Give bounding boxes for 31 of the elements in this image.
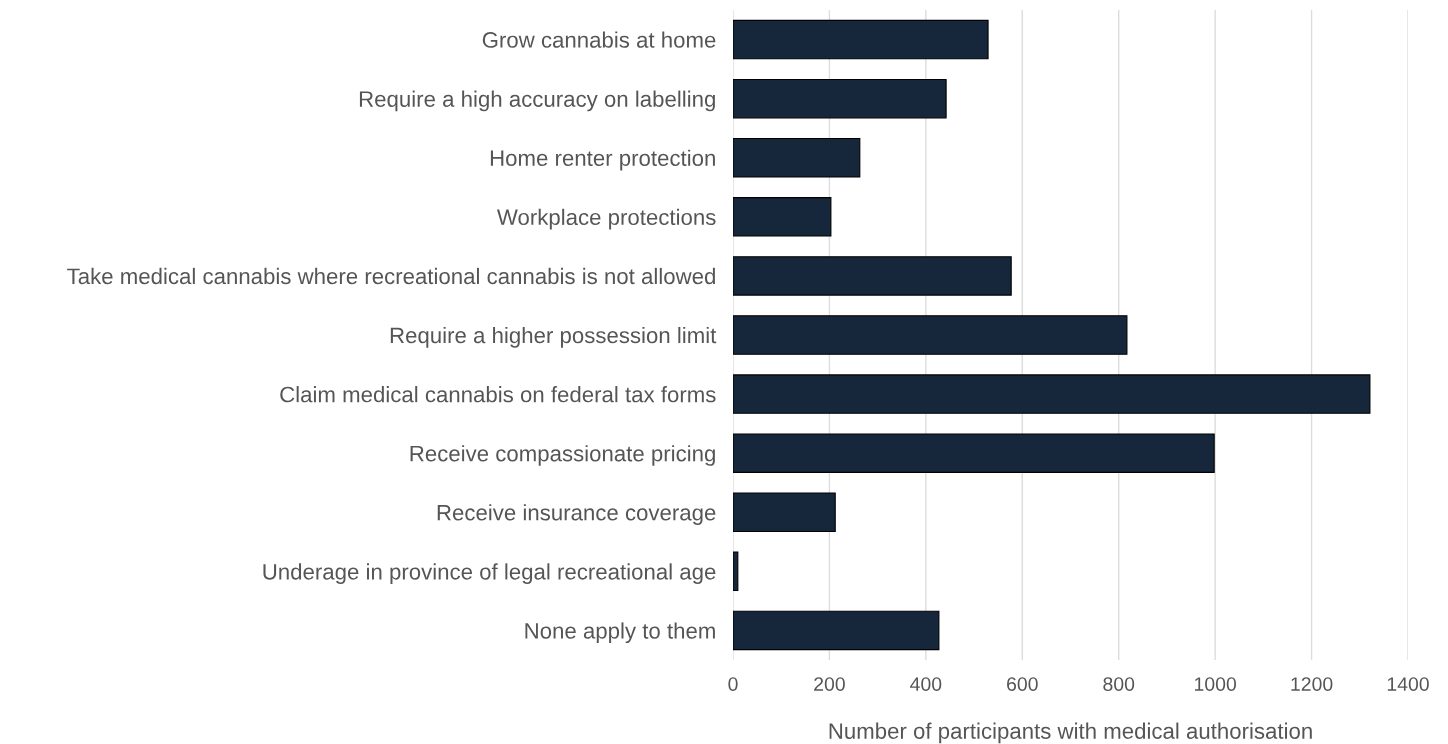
x-tick-label: 400 (910, 677, 942, 691)
bar (733, 197, 832, 237)
y-tick-label: Take medical cannabis where recreational cannabis is not allowed (67, 267, 715, 285)
x-tick-label: 1000 (1195, 677, 1237, 691)
y-tick-label: Require a high accuracy on labelling (359, 90, 715, 112)
bar (733, 137, 861, 178)
x-tick-label: 600 (1007, 677, 1038, 691)
y-tick-label: None apply to them (525, 622, 715, 644)
y-tick-label: Require a higher possession limit (390, 326, 717, 348)
x-tick-label: 0 (728, 677, 738, 691)
bar (733, 78, 947, 119)
bar (733, 492, 836, 533)
bar (733, 315, 1128, 355)
bar (733, 551, 739, 592)
y-tick-label: Home renter protection (490, 149, 715, 171)
bar (733, 374, 1371, 414)
y-tick-label: Receive compassionate pricing (410, 445, 715, 466)
x-tick-label: 200 (814, 677, 845, 691)
bar (733, 433, 1215, 473)
y-tick-label: Grow cannabis at home (482, 31, 716, 48)
x-axis-title: Number of participants with medical authorisation (829, 722, 1312, 744)
y-tick-label: Workplace protections (496, 208, 716, 230)
y-tick-label: Underage in province of legal recreational age (263, 563, 716, 585)
bar (733, 256, 1012, 296)
x-tick-label: 800 (1103, 677, 1135, 691)
x-tick-label: 1400 (1387, 677, 1429, 691)
y-tick-label: Receive insurance coverage (437, 504, 716, 525)
y-tick-label: Claim medical cannabis on federal tax forms (280, 386, 716, 403)
bar (733, 19, 989, 60)
bar (733, 610, 940, 651)
x-tick-label: 1200 (1291, 677, 1333, 691)
